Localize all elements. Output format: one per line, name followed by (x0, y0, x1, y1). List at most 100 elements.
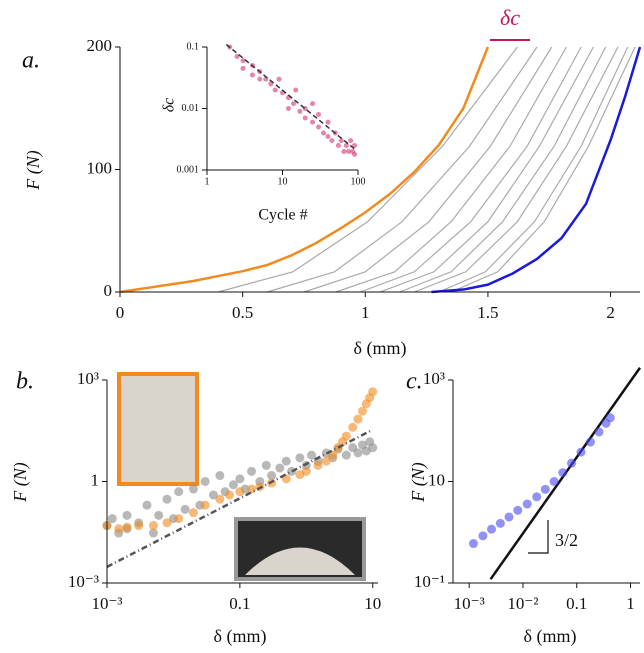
y-tick-label: 10⁻³ (68, 572, 99, 591)
point (291, 101, 297, 107)
point (522, 499, 532, 509)
x-tick-label: 10⁻³ (454, 594, 485, 613)
point (208, 490, 218, 500)
x-tick-label: 0 (116, 303, 125, 322)
curve (438, 46, 629, 293)
x-axis-label: δ (mm) (214, 626, 267, 647)
point (585, 437, 595, 447)
point (122, 522, 132, 532)
point (504, 512, 514, 522)
x-tick-label: 0.1 (566, 594, 587, 613)
point (341, 431, 351, 441)
curve (414, 46, 619, 293)
point (495, 518, 505, 528)
point (352, 151, 358, 157)
point (368, 443, 378, 453)
point (313, 460, 323, 470)
point (267, 471, 277, 481)
point (325, 134, 331, 140)
point (468, 539, 478, 549)
point (240, 65, 246, 71)
point (307, 450, 317, 460)
point (321, 456, 331, 466)
point (162, 518, 172, 528)
point (302, 115, 308, 121)
point (276, 76, 282, 82)
point (200, 500, 210, 510)
point (215, 471, 225, 481)
point (352, 143, 358, 149)
y-tick-label: 1 (91, 470, 100, 489)
y-tick-label: 10 (428, 470, 445, 489)
point (325, 119, 331, 125)
point (148, 528, 158, 538)
curve (266, 46, 538, 293)
y-axis-label: F (N) (10, 462, 31, 503)
y-tick-label: 200 (87, 36, 113, 55)
photo-column (117, 372, 199, 486)
y-axis-label: F (N) (23, 150, 44, 191)
x-tick-label: 0.1 (229, 594, 250, 613)
inset-bg (207, 47, 358, 170)
panel-label: b. (16, 369, 34, 395)
point (180, 504, 190, 514)
point (261, 460, 271, 470)
point (240, 58, 246, 64)
curve (225, 43, 356, 150)
point (540, 484, 550, 494)
curve (450, 46, 636, 293)
point (558, 468, 568, 478)
point (478, 531, 488, 541)
x-tick-label: 10 (278, 176, 288, 187)
curve (119, 46, 490, 294)
point (348, 138, 354, 144)
point (567, 458, 577, 468)
curve (303, 46, 553, 293)
y-axis-label: F (N) (408, 462, 429, 503)
point (257, 76, 263, 82)
curve (431, 46, 642, 294)
point (594, 427, 604, 437)
point (281, 456, 291, 466)
point (228, 480, 238, 490)
y-tick-label: 10³ (77, 369, 99, 388)
y-tick-label: 10⁻¹ (414, 572, 445, 591)
x-tick-label: 1 (626, 594, 635, 613)
point (275, 463, 285, 473)
point (343, 143, 349, 149)
point (122, 510, 132, 520)
point (341, 450, 351, 460)
x-tick-label: 2 (606, 303, 615, 322)
delta-c-annotation: δc (500, 5, 520, 30)
pile-shape (245, 547, 355, 575)
point (225, 490, 235, 500)
point (297, 108, 303, 114)
point (154, 510, 164, 520)
panel-label: a. (22, 48, 40, 74)
x-tick-label: 10 (364, 594, 381, 613)
point (174, 487, 184, 497)
x-tick-label: 1 (361, 303, 370, 322)
point (235, 487, 245, 497)
x-tick-label: 1.5 (477, 303, 498, 322)
point (188, 484, 198, 494)
x-tick-label: 0.5 (232, 303, 253, 322)
x-axis-label: δ (mm) (524, 626, 577, 647)
point (310, 119, 316, 125)
point (247, 466, 257, 476)
point (107, 514, 117, 524)
point (321, 130, 327, 136)
point (487, 524, 497, 534)
y-tick-label: 0.1 (187, 41, 200, 52)
y-tick-label: 0.001 (177, 164, 200, 175)
x-tick-label: 10⁻³ (91, 594, 122, 613)
point (328, 450, 338, 460)
point (368, 387, 378, 397)
curve (379, 46, 594, 293)
point (316, 111, 322, 117)
curve (217, 46, 518, 293)
point (513, 505, 523, 515)
y-tick-label: 0.01 (182, 103, 200, 114)
